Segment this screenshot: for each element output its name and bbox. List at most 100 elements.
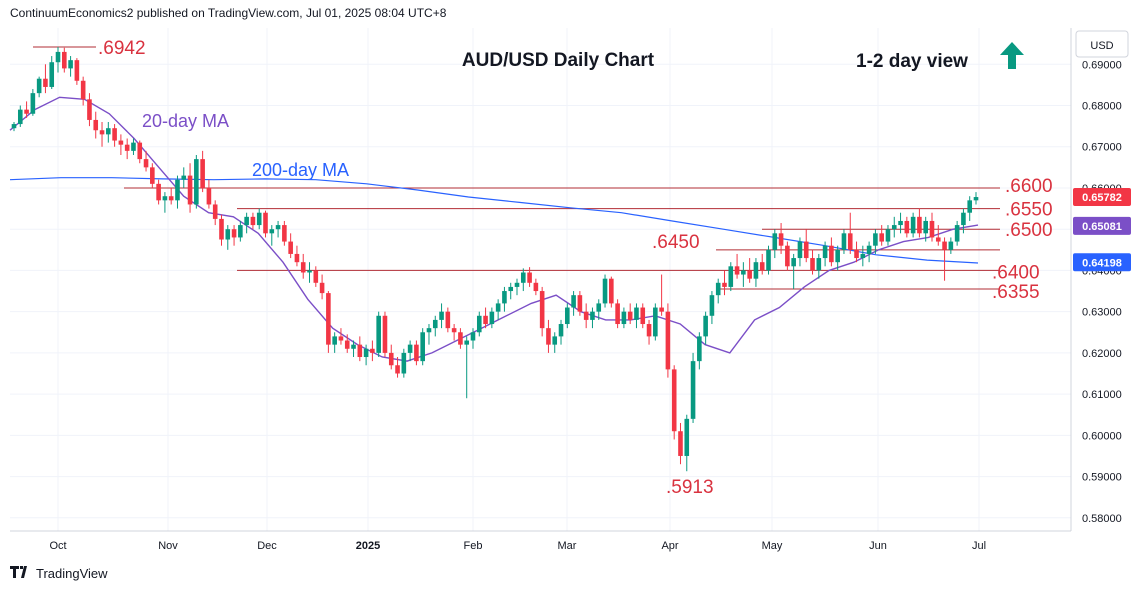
support-resistance-levels <box>33 46 1000 290</box>
candle-body <box>653 307 658 337</box>
candle-body <box>973 197 979 201</box>
candle-body <box>187 175 193 205</box>
candle-body <box>319 282 325 294</box>
candle-body <box>910 216 916 234</box>
candle-body <box>282 225 287 242</box>
candle-body <box>131 142 136 151</box>
currency-label: USD <box>1090 40 1113 52</box>
candle-body <box>244 216 249 226</box>
candle-body <box>753 262 759 279</box>
candle-body <box>250 216 256 226</box>
candle-body <box>520 272 526 283</box>
time-axis[interactable]: Oct Nov Dec 2025 Feb Mar Apr May Jun Jul <box>49 540 986 552</box>
tradingview-footer[interactable]: TradingView <box>10 566 108 581</box>
candle-body <box>791 258 796 267</box>
time-tick-label: Apr <box>661 540 678 552</box>
candle-body <box>917 216 922 234</box>
candle-body <box>602 278 608 304</box>
candle-body <box>439 311 444 320</box>
candle-body <box>948 241 954 250</box>
candle-body <box>11 124 17 129</box>
candle-body <box>665 311 671 370</box>
level-label: .6942 <box>98 38 146 59</box>
candle-body <box>640 307 646 325</box>
level-label: .6450 <box>652 232 700 253</box>
candle-body <box>30 93 36 114</box>
candle-body <box>835 249 840 263</box>
level-label: .6550 <box>1005 200 1053 221</box>
candle-body <box>803 241 809 259</box>
candle-body <box>269 229 275 234</box>
candle-body <box>891 225 897 230</box>
candle-body <box>898 220 903 226</box>
tradingview-brand: TradingView <box>36 566 108 581</box>
candle-body <box>143 159 149 168</box>
candle-body <box>451 328 457 333</box>
candle-body <box>263 212 268 234</box>
grid <box>10 28 1071 531</box>
candle-body <box>118 140 124 145</box>
price-label-box <box>1073 253 1131 272</box>
candle-body <box>476 315 482 333</box>
candle-body <box>93 119 99 131</box>
time-tick-label: Feb <box>464 540 483 552</box>
candle-body <box>747 270 752 279</box>
price-label-box <box>1073 187 1131 206</box>
price-tick-label: 0.61000 <box>1082 389 1122 401</box>
candle-body <box>546 328 551 345</box>
candle-body <box>697 336 702 362</box>
candle-body <box>929 220 935 238</box>
candle-body <box>904 220 910 234</box>
currency-box[interactable] <box>1075 30 1129 58</box>
candle-body <box>370 348 375 353</box>
level-labels: .6600 .6550.6500 .6450 .6400.6355 .6942 .5913 <box>98 38 1053 498</box>
candle-body <box>388 352 394 366</box>
candle-body <box>432 319 438 329</box>
candle-body <box>376 315 381 353</box>
candle-body <box>162 196 168 201</box>
candle-body <box>829 245 834 263</box>
candle-body <box>458 332 463 345</box>
candle-body <box>502 291 507 304</box>
time-tick-label: Mar <box>558 540 577 552</box>
time-tick-label: Dec <box>257 540 277 552</box>
candle-body <box>168 196 174 201</box>
candle-body <box>401 352 407 374</box>
candle-body <box>816 258 822 271</box>
price-labels: 0.65782 0.65081 0.64198 <box>1073 187 1131 272</box>
level-label: .6400 <box>992 262 1040 283</box>
candle-body <box>495 303 501 312</box>
candle-body <box>313 270 319 283</box>
candle-body <box>445 311 451 329</box>
candle-body <box>577 295 583 312</box>
candle-body <box>565 307 570 325</box>
price-label-text: 0.65782 <box>1082 192 1122 204</box>
candle-body <box>860 253 866 259</box>
candle-body <box>62 51 67 69</box>
candle-body <box>741 270 746 275</box>
candle-body <box>307 270 312 273</box>
candle-body <box>935 237 941 242</box>
candle-body <box>426 328 432 333</box>
candle-body <box>646 324 652 337</box>
price-axis[interactable]: 0.690000.680000.670000.660000.650000.640… <box>1082 59 1122 525</box>
candle-body <box>810 258 815 271</box>
candle-body <box>294 253 300 263</box>
candle-body <box>43 78 48 87</box>
ma200-line <box>9 177 979 264</box>
candle-body <box>759 262 765 271</box>
ma20-label: 20-day MA <box>142 111 229 131</box>
tradingview-logo-icon <box>10 566 32 581</box>
candle-body <box>55 51 61 63</box>
candle-body <box>49 62 55 87</box>
candles <box>11 46 979 472</box>
candle-body <box>684 418 690 456</box>
candle-body <box>420 332 425 362</box>
candle-body <box>414 344 419 362</box>
price-tick-label: 0.68000 <box>1082 101 1122 113</box>
candle-body <box>256 212 262 226</box>
level-label: .6600 <box>1005 176 1053 197</box>
candle-body <box>923 220 928 234</box>
candle-body <box>539 291 545 329</box>
